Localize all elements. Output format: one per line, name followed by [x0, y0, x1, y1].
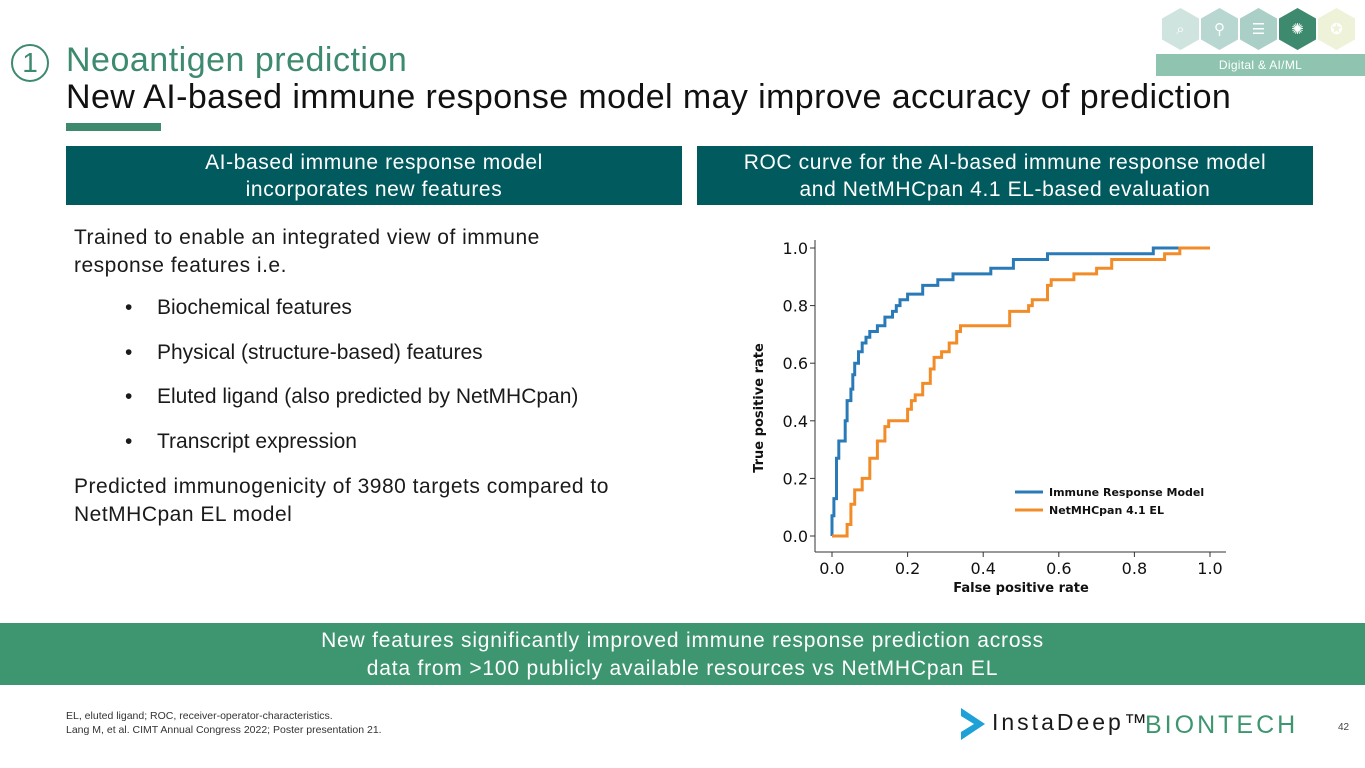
category-icons: ⌕ ⚲ ☰ ✺ ✪ — [1162, 8, 1358, 52]
footnote-2: Lang M, et al. CIMT Annual Congress 2022… — [66, 724, 382, 736]
title-underline — [66, 123, 161, 131]
biontech-logo: BIONTECH — [1145, 711, 1299, 739]
y-tick-label: 1.0 — [783, 239, 808, 258]
right-heading-line1: ROC curve for the AI-based immune respon… — [743, 150, 1267, 174]
list-item: • Physical (structure-based) features — [125, 340, 483, 364]
instadeep-logo: InstaDeep™ — [958, 706, 1147, 742]
section-title: Neoantigen prediction — [66, 41, 408, 79]
left-heading-line2: incorporates new features — [245, 177, 503, 201]
banner-line1: New features significantly improved immu… — [321, 629, 1044, 652]
left-panel-heading: AI-based immune response model incorpora… — [66, 146, 682, 205]
y-tick-label: 0.6 — [783, 354, 808, 373]
section-number-badge: 1 — [11, 44, 49, 82]
y-tick-label: 0.8 — [783, 297, 808, 316]
outro-line2: NetMHCpan EL model — [74, 503, 293, 526]
right-heading-line2: and NetMHCpan 4.1 EL-based evaluation — [799, 177, 1211, 201]
list-item: • Biochemical features — [125, 296, 352, 319]
category-tag: Digital & AI/ML — [1156, 54, 1365, 76]
list-item: • Eluted ligand (also predicted by NetMHC… — [125, 385, 579, 408]
x-tick-label: 0.0 — [819, 559, 844, 578]
footnote-1: EL, eluted ligand; ROC, receiver-operato… — [66, 710, 333, 722]
outro-line1: Predicted immunogenicity of 3980 targets… — [74, 475, 609, 498]
x-tick-label: 0.8 — [1122, 559, 1147, 578]
virus-icon: ✺ — [1279, 8, 1316, 50]
search-icon: ⚲ — [1201, 8, 1238, 50]
microscope-icon: ⌕ — [1162, 8, 1199, 50]
intro-text: Trained to enable an integrated view of … — [74, 224, 540, 280]
footnotes: EL, eluted ligand; ROC, receiver-operato… — [66, 709, 382, 737]
y-axis-title: True positive rate — [752, 343, 767, 473]
left-heading-line1: AI-based immune response model — [205, 150, 543, 174]
x-tick-label: 0.2 — [895, 559, 920, 578]
x-tick-label: 0.6 — [1046, 559, 1071, 578]
roc-chart: 0.0 0.2 0.4 0.6 0.8 1.0 0.0 0.2 0.4 0.6 0.8 1.0 Fals… — [752, 239, 1226, 596]
legend-label-2: NetMHCpan 4.1 EL — [1049, 504, 1164, 517]
instadeep-logo-mark — [961, 708, 985, 740]
series-line-2 — [832, 246, 1210, 538]
award-icon: ✪ — [1318, 8, 1355, 50]
page-number: 42 — [1338, 722, 1350, 733]
banner-line2: data from >100 publicly available resour… — [366, 657, 999, 680]
intro-line2: response features i.e. — [74, 254, 287, 277]
feature-list: • Biochemical features • Physical (structu… — [125, 294, 578, 472]
outro-text: Predicted immunogenicity of 3980 targets… — [74, 473, 609, 529]
legend-label-1: Immune Response Model — [1049, 486, 1204, 499]
y-tick-label: 0.2 — [783, 469, 808, 488]
y-tick-label: 0.0 — [783, 527, 808, 546]
x-tick-label: 1.0 — [1197, 559, 1222, 578]
page-title: New AI-based immune response model may i… — [66, 78, 1232, 116]
instadeep-wordmark: InstaDeep™ — [992, 709, 1150, 735]
list-item: • Transcript expression — [125, 429, 357, 453]
intro-line1: Trained to enable an integrated view of … — [74, 226, 540, 249]
x-axis-title: False positive rate — [953, 581, 1089, 596]
y-tick-label: 0.4 — [783, 412, 808, 431]
x-tick-label: 0.4 — [970, 559, 995, 578]
document-list-icon: ☰ — [1240, 8, 1277, 50]
series-line-1 — [830, 246, 1210, 536]
right-panel-heading: ROC curve for the AI-based immune respon… — [697, 146, 1313, 205]
conclusion-banner: New features significantly improved immu… — [0, 623, 1365, 685]
